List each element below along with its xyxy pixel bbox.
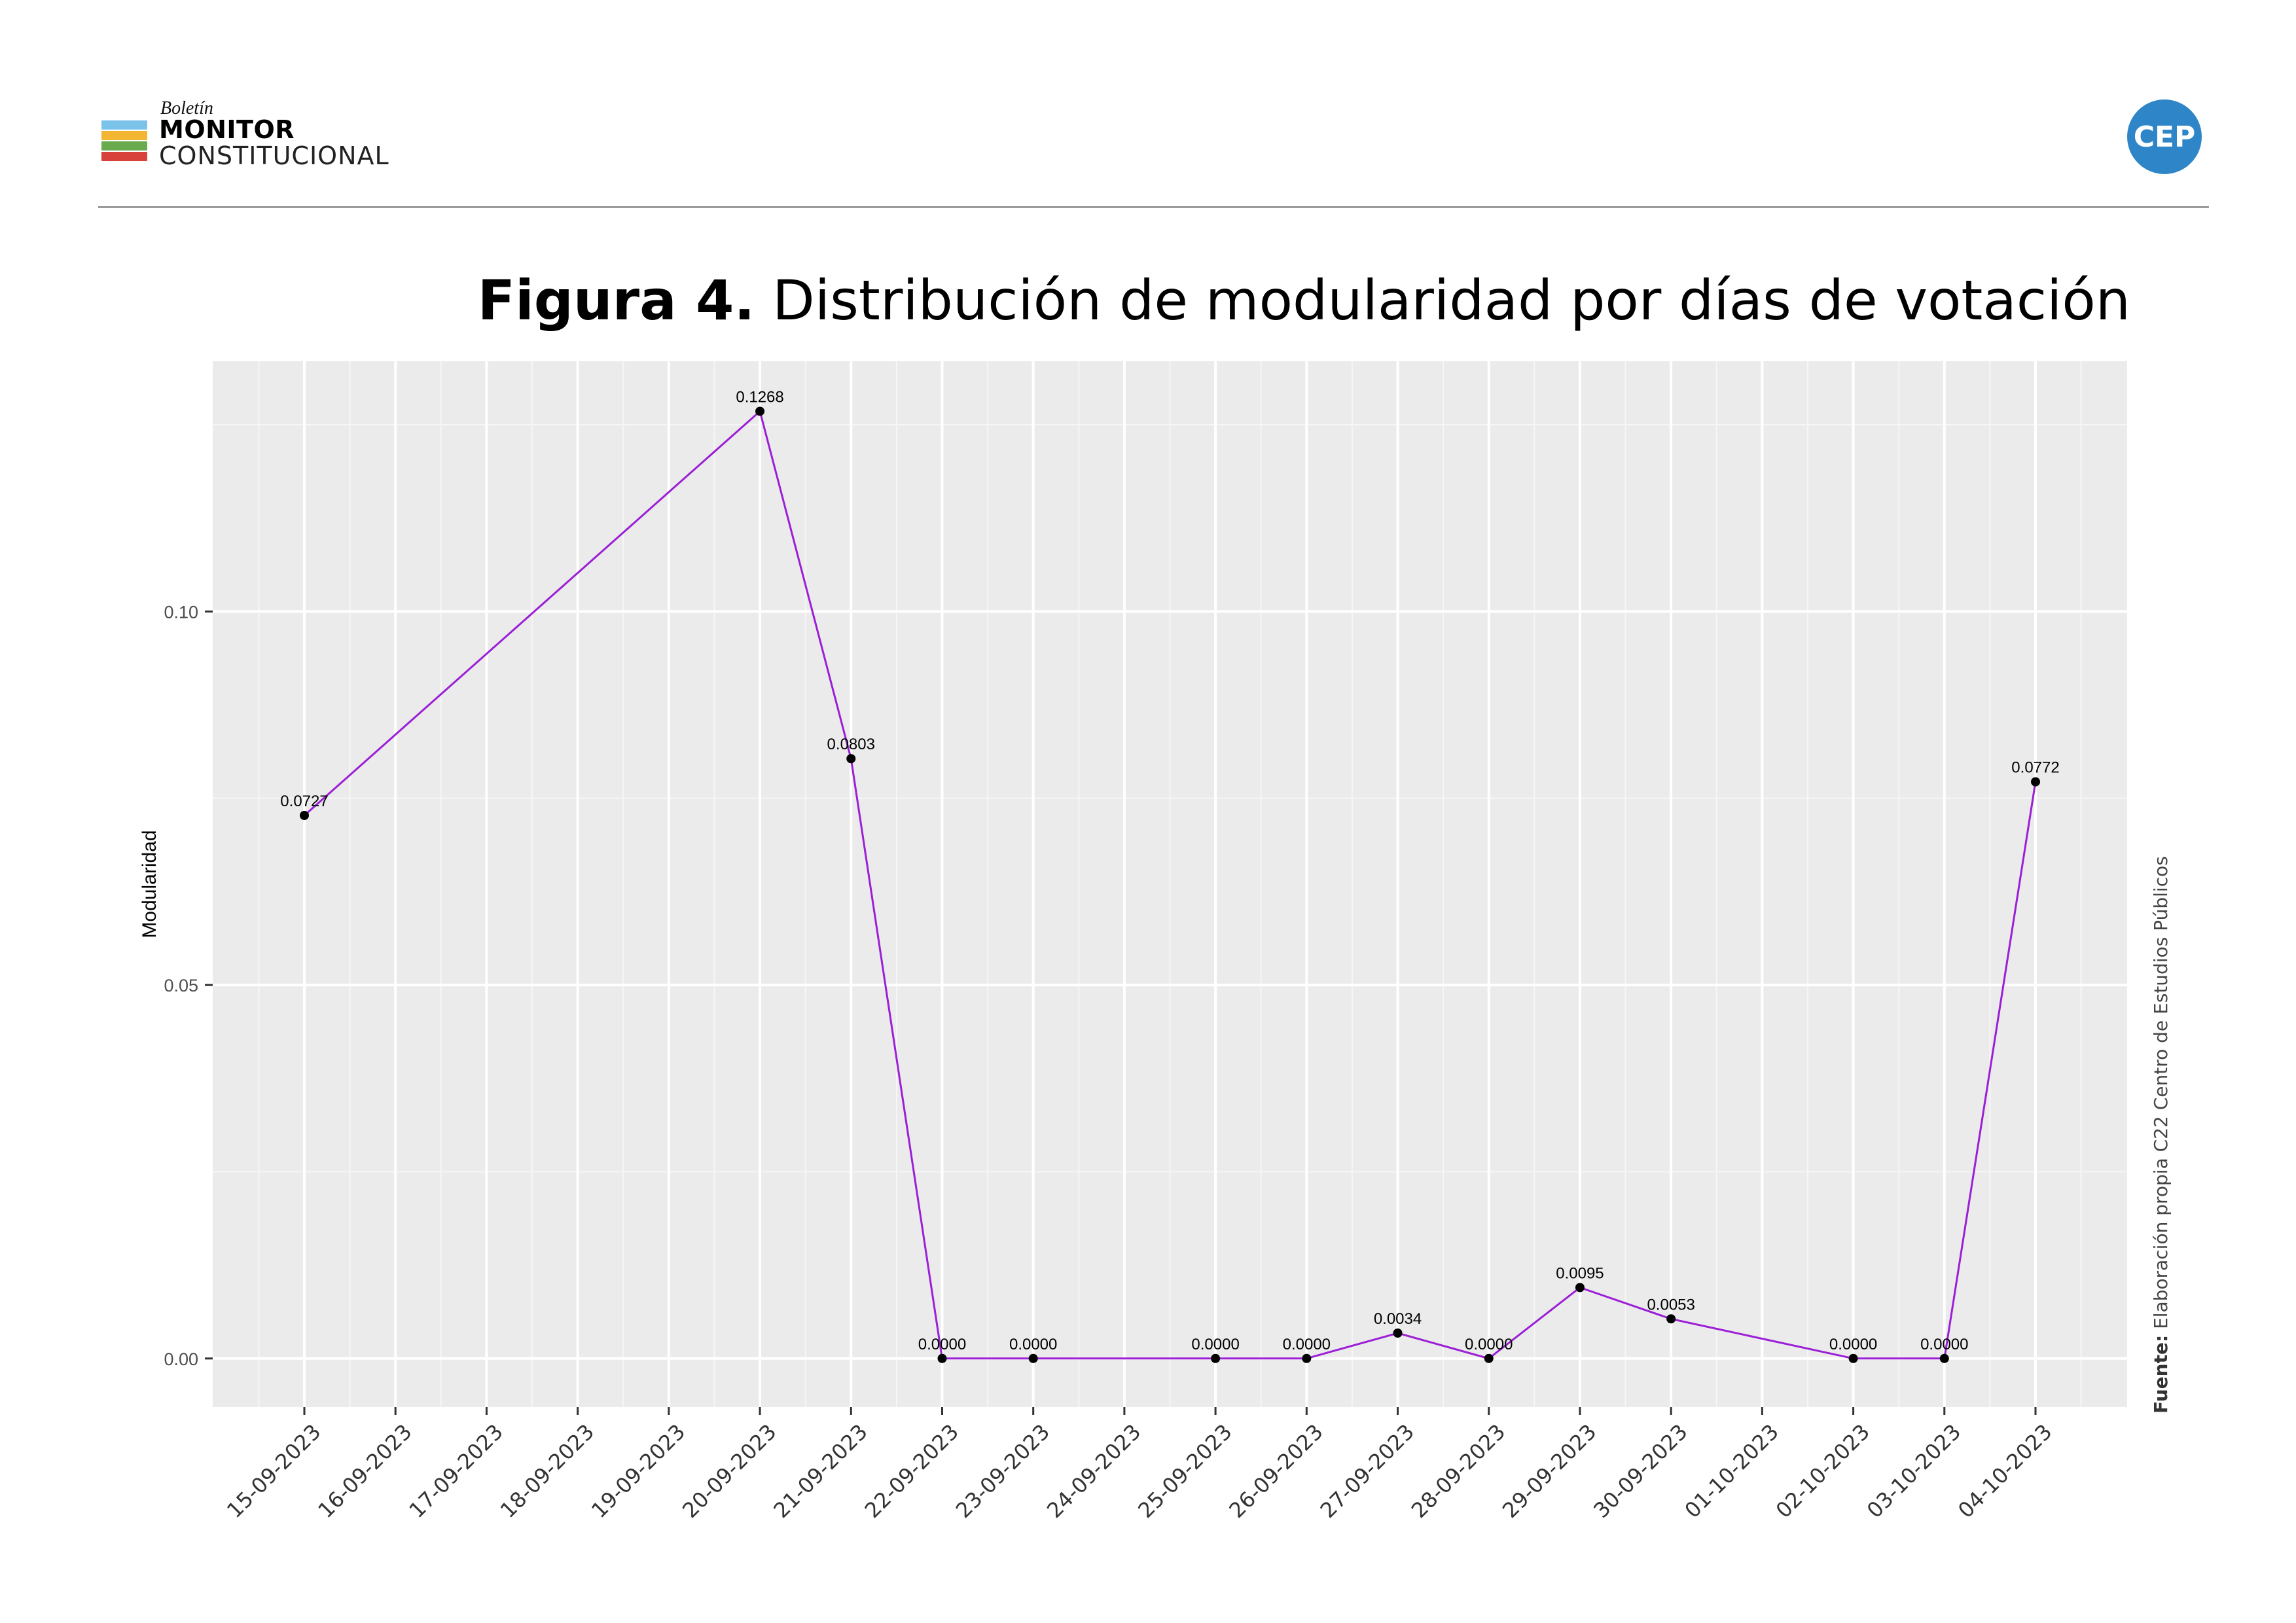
- x-tick-label: 01-10-2023: [1680, 1419, 1784, 1523]
- x-tick-label: 20-09-2023: [677, 1419, 781, 1523]
- data-label: 0.0000: [1191, 1336, 1239, 1353]
- logo-bar-red: [101, 152, 147, 161]
- data-point: [1393, 1328, 1403, 1338]
- x-tick-label: 30-09-2023: [1588, 1419, 1692, 1523]
- x-tick-label: 19-09-2023: [586, 1419, 690, 1523]
- data-label: 0.0000: [918, 1336, 966, 1353]
- x-tick-label: 24-09-2023: [1042, 1419, 1145, 1523]
- x-tick-label: 16-09-2023: [313, 1419, 416, 1523]
- x-tick-label: 27-09-2023: [1316, 1419, 1419, 1523]
- logo-bar-yellow: [101, 131, 147, 140]
- y-tick-label: 0.10: [164, 602, 198, 622]
- x-tick-label: 25-09-2023: [1133, 1419, 1236, 1523]
- modularity-series-line: [304, 409, 2037, 1360]
- data-point: [1028, 1353, 1038, 1363]
- data-point: [1484, 1353, 1494, 1363]
- x-tick-label: 02-10-2023: [1771, 1419, 1874, 1523]
- data-label: 0.0772: [2011, 759, 2059, 777]
- data-label: 0.0000: [1465, 1336, 1513, 1353]
- data-label: 0.0000: [1283, 1336, 1331, 1353]
- header-divider: [98, 206, 2209, 208]
- data-point: [1575, 1283, 1585, 1293]
- source-note: Fuente: Elaboración propia C22 Centro de…: [2150, 856, 2172, 1414]
- data-point: [937, 1353, 947, 1363]
- figure-label: Figura 4.: [477, 268, 755, 332]
- cep-logo: CEP: [2127, 99, 2202, 174]
- data-label: 0.0095: [1556, 1264, 1604, 1282]
- x-tick-label: 04-10-2023: [1953, 1419, 2056, 1523]
- data-point: [755, 406, 765, 416]
- x-tick-label: 03-10-2023: [1862, 1419, 1965, 1523]
- logo-boletin-text: Boletín: [160, 98, 213, 118]
- logo-bar-green: [101, 141, 147, 151]
- data-point: [300, 810, 309, 820]
- data-label: 0.0803: [827, 736, 875, 753]
- data-label: 0.0000: [1829, 1336, 1877, 1353]
- x-tick-label: 26-09-2023: [1224, 1419, 1327, 1523]
- figure-title-text: Distribución de modularidad por días de …: [772, 268, 2130, 332]
- logo-constitucional-text: CONSTITUCIONAL: [159, 141, 389, 170]
- x-tick-label: 21-09-2023: [768, 1419, 872, 1523]
- x-tick-label: 18-09-2023: [495, 1419, 599, 1523]
- data-point: [1939, 1353, 1949, 1363]
- x-tick-label: 15-09-2023: [222, 1419, 325, 1523]
- data-point: [1848, 1353, 1858, 1363]
- y-tick-label: 0.05: [164, 976, 198, 995]
- monitor-constitucional-logo: Boletín MONITOR CONSTITUCIONAL: [101, 98, 442, 177]
- data-label: 0.0034: [1374, 1310, 1422, 1328]
- y-axis-title: Modularidad: [139, 830, 160, 938]
- page-header: Boletín MONITOR CONSTITUCIONAL CEP: [0, 0, 2296, 209]
- data-label: 0.1268: [736, 388, 783, 406]
- figure-title: Figura 4. Distribución de modularidad po…: [478, 268, 2130, 332]
- source-label: Fuente:: [2150, 1334, 2172, 1414]
- logo-monitor-text: MONITOR: [159, 115, 295, 144]
- data-point: [2031, 777, 2040, 787]
- x-tick-label: 17-09-2023: [404, 1419, 508, 1523]
- logo-bar-blue: [101, 120, 147, 130]
- data-point: [1211, 1353, 1221, 1363]
- x-tick-label: 28-09-2023: [1407, 1419, 1510, 1523]
- y-tick-label: 0.00: [164, 1349, 198, 1369]
- data-point: [1666, 1314, 1676, 1324]
- x-tick-label: 29-09-2023: [1498, 1419, 1601, 1523]
- data-label: 0.0727: [280, 793, 328, 810]
- data-label: 0.0000: [1009, 1336, 1057, 1353]
- data-label: 0.0053: [1647, 1296, 1695, 1313]
- data-point: [1302, 1353, 1312, 1363]
- data-label: 0.0000: [1920, 1336, 1968, 1353]
- source-text: Elaboración propia C22 Centro de Estudio…: [2150, 856, 2172, 1329]
- x-tick-label: 23-09-2023: [951, 1419, 1054, 1523]
- data-point: [846, 754, 856, 764]
- x-tick-label: 22-09-2023: [860, 1419, 963, 1523]
